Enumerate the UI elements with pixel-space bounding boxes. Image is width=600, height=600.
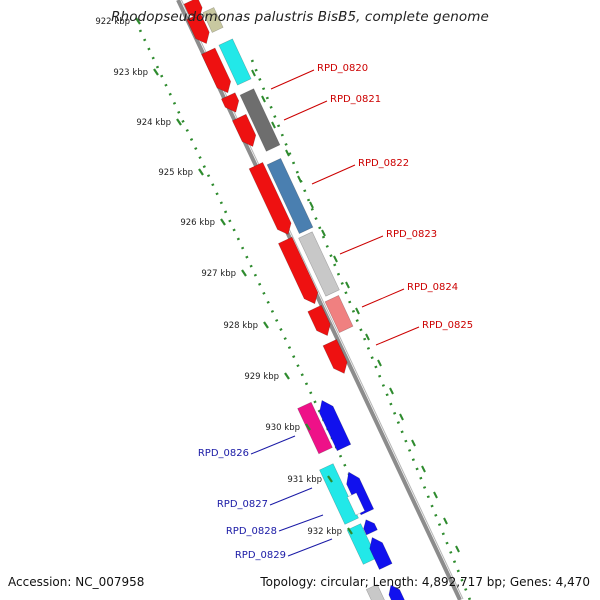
cds-feature (221, 92, 240, 113)
feature-magenta (297, 401, 333, 455)
cds-feature (183, 0, 203, 20)
feature-light-gray (298, 231, 340, 297)
feature-cyan (218, 38, 252, 86)
tick-mark (305, 423, 311, 431)
gene-label-leader (250, 435, 296, 455)
minor-tick-mark (365, 333, 370, 341)
tick-mark (220, 218, 226, 226)
minor-tick-mark (411, 439, 416, 447)
tick-mark (347, 527, 353, 535)
minor-tick-mark (321, 229, 326, 237)
minor-tick-mark (251, 69, 256, 77)
minor-tick-mark (309, 201, 314, 209)
gene-label-forward: RPD_0824 (407, 282, 458, 293)
cds-feature (307, 304, 331, 337)
cds-feature (278, 236, 319, 305)
tick-mark (241, 269, 247, 277)
feature-steel-blue (266, 158, 314, 234)
map-title: Rhodopseudomonas palustris BisB5, comple… (111, 9, 489, 25)
minor-tick-mark (377, 359, 382, 367)
minor-tick-mark (285, 149, 290, 157)
cds-reverse-feature (319, 399, 352, 452)
tick-mark (327, 475, 333, 483)
tick-label: 930 kbp (265, 423, 300, 433)
tick-label: 928 kbp (223, 321, 258, 331)
gene-label-forward: RPD_0822 (358, 158, 409, 169)
minor-tick-mark (345, 281, 350, 289)
gene-label-reverse: RPD_0827 (217, 499, 268, 510)
cds-feature (248, 162, 292, 235)
gene-label-forward: RPD_0823 (386, 229, 437, 240)
genome-summary-text: Topology: circular; Length: 4,892,717 bp… (260, 575, 590, 589)
minor-tick-mark (355, 307, 360, 315)
tick-label: 923 kbp (113, 68, 148, 78)
minor-tick-mark (271, 121, 276, 129)
feature-salmon (324, 295, 354, 333)
feature-white-gap (346, 492, 366, 516)
minor-tick-mark (421, 465, 426, 473)
minor-tick-mark (399, 413, 404, 421)
cds-reverse-feature (369, 537, 393, 570)
accession-text: Accession: NC_007958 (8, 575, 145, 589)
gene-label-leader (339, 235, 384, 255)
minor-tick-mark (433, 491, 438, 499)
gene-label-reverse: RPD_0828 (226, 526, 277, 537)
tick-label: 929 kbp (244, 372, 279, 382)
right-dotted-guide (250, 59, 472, 600)
gene-label-forward: RPD_0825 (422, 320, 473, 331)
tick-mark (153, 68, 159, 76)
minor-tick-mark (333, 255, 338, 263)
cds-feature (201, 47, 232, 94)
minor-tick-mark (389, 387, 394, 395)
gene-label-leader (270, 69, 315, 90)
gene-label-leader (311, 164, 356, 185)
minor-tick-mark (297, 175, 302, 183)
gene-label-reverse: RPD_0829 (235, 550, 286, 561)
tick-mark (176, 118, 182, 126)
tick-label: 924 kbp (136, 118, 171, 128)
gene-label-leader (283, 100, 328, 121)
minor-tick-mark (443, 517, 448, 525)
tick-mark (135, 17, 141, 25)
tick-label: 926 kbp (180, 218, 215, 228)
gene-label-forward: RPD_0820 (317, 63, 368, 74)
tick-label: 925 kbp (158, 168, 193, 178)
gene-label-reverse: RPD_0826 (198, 448, 249, 459)
feature-light-gray (365, 584, 385, 600)
gene-label-forward: RPD_0821 (330, 94, 381, 105)
tick-mark (284, 372, 290, 380)
minor-tick-mark (455, 545, 460, 553)
gene-label-leader (361, 288, 405, 308)
tick-label: 932 kbp (307, 527, 342, 537)
minor-tick-mark (261, 95, 266, 103)
cds-feature (232, 113, 257, 147)
feature-olive (202, 7, 224, 33)
cds-reverse-feature (346, 471, 375, 516)
feature-dark-gray (239, 88, 281, 152)
cds-reverse-feature (363, 519, 378, 536)
tick-mark (198, 168, 204, 176)
tick-label: 931 kbp (287, 475, 322, 485)
cds-reverse-feature (388, 584, 405, 600)
gene-label-leader (278, 514, 324, 532)
tick-label: 927 kbp (201, 269, 236, 279)
tick-mark (263, 321, 269, 329)
gene-label-leader (269, 487, 313, 506)
gene-label-leader (287, 538, 333, 557)
genome-backbone (176, 0, 462, 600)
cds-feature (322, 339, 348, 374)
tick-label: 922 kbp (95, 17, 130, 27)
gene-label-leader (375, 326, 420, 346)
